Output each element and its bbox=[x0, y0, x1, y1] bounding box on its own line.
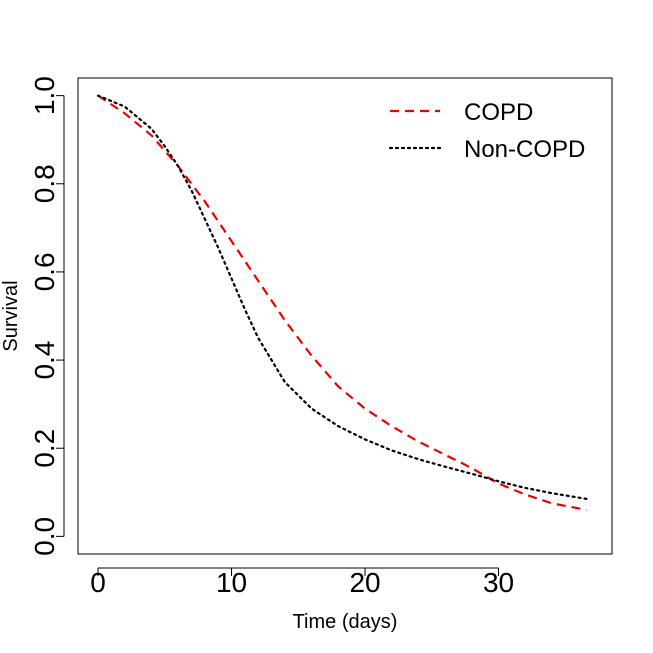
y-axis-title: Survival bbox=[0, 280, 22, 351]
x-axis: 0 10 20 30 bbox=[90, 567, 514, 598]
y-tick-label: 0.2 bbox=[29, 429, 60, 468]
y-tick-label: 0.6 bbox=[29, 252, 60, 291]
series-line-non-copd bbox=[96, 94, 588, 500]
y-tick-label: 1.0 bbox=[29, 76, 60, 115]
y-tick-label: 0.4 bbox=[29, 341, 60, 380]
y-tick-label: 0.0 bbox=[29, 517, 60, 556]
x-tick-label: 0 bbox=[90, 567, 106, 598]
x-tick-label: 10 bbox=[216, 567, 247, 598]
x-tick-label: 30 bbox=[483, 567, 514, 598]
legend-label: Non-COPD bbox=[464, 136, 585, 163]
legend: COPD Non-COPD bbox=[388, 99, 585, 163]
y-axis: 0.0 0.2 0.4 0.6 0.8 1.0 bbox=[29, 76, 65, 556]
x-tick-label: 20 bbox=[349, 567, 380, 598]
x-axis-title: Time (days) bbox=[293, 611, 398, 633]
y-tick-label: 0.8 bbox=[29, 164, 60, 203]
legend-label: COPD bbox=[464, 99, 533, 126]
series-layer bbox=[96, 94, 588, 511]
plot-frame bbox=[77, 77, 613, 555]
